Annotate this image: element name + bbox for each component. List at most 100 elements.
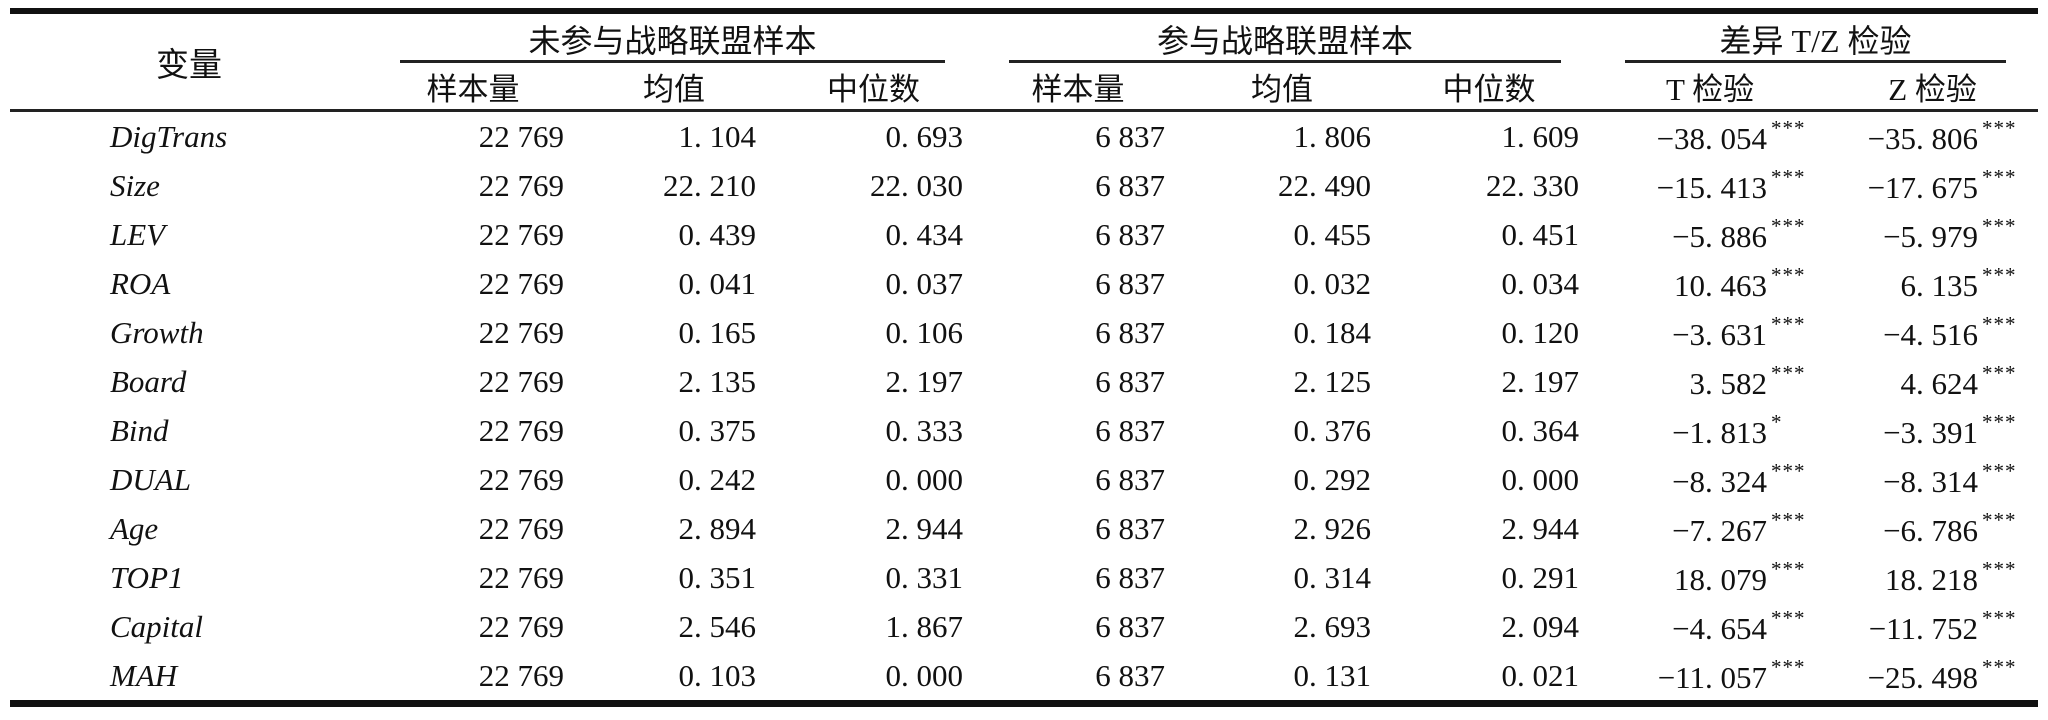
table-row: Growth 22 769 0. 165 0. 106 6 837 0. 184 0. 12… [10,308,2038,357]
significance-stars: *** [1771,655,1806,679]
significance-stars: *** [1982,361,2017,385]
value-cell: 0. 455 [1293,216,1372,252]
value-cell: 22 769 [478,608,564,644]
t-test-value: −38. 054 [1656,121,1768,156]
z-test-cell: −35. 806 *** [1827,111,2038,162]
t-test-value: −4. 654 [1672,611,1768,646]
table-row: Age 22 769 2. 894 2. 944 6 837 2. 926 2. 944 −7… [10,504,2038,553]
table-row: TOP1 22 769 0. 351 0. 331 6 837 0. 314 0. 291 1… [10,553,2038,602]
t-test-cell: 18. 079 *** [1593,553,1827,602]
value-cell: 0. 000 [885,657,964,693]
value-cell: 1. 609 [1501,118,1580,154]
t-test-cell: −5. 886 *** [1593,210,1827,259]
variable-cell: Board [110,363,187,399]
z-test-value: −11. 752 [1868,611,1979,646]
group-underline [1009,60,1562,63]
z-test-value: −5. 979 [1883,219,1979,254]
t-test-value: −7. 267 [1672,513,1768,548]
value-cell: 0. 106 [885,314,964,350]
value-cell: 6 837 [1095,167,1166,203]
group-header-alliance-label: 参与战略联盟样本 [1157,22,1414,59]
z-test-cell: −8. 314 *** [1827,455,2038,504]
value-cell: 1. 867 [885,608,964,644]
value-cell: 0. 439 [678,216,757,252]
significance-stars: *** [1982,214,2017,238]
value-cell: 0. 351 [678,559,757,595]
value-cell: 0. 032 [1293,265,1372,301]
z-test-value: 4. 624 [1900,366,1979,401]
value-cell: 2. 944 [885,510,964,546]
significance-stars: *** [1982,312,2017,336]
table-row: ROA 22 769 0. 041 0. 037 6 837 0. 032 0. 034 10… [10,259,2038,308]
value-cell: 0. 103 [678,657,757,693]
value-cell: 22 769 [478,559,564,595]
significance-stars: *** [1771,263,1806,287]
value-cell: 0. 184 [1293,314,1372,350]
t-test-value: −8. 324 [1672,464,1768,499]
significance-stars: *** [1771,361,1806,385]
significance-stars: *** [1771,214,1806,238]
value-cell: 0. 021 [1501,657,1580,693]
table-row: LEV 22 769 0. 439 0. 434 6 837 0. 455 0. 451 −5… [10,210,2038,259]
value-cell: 0. 451 [1501,216,1580,252]
z-test-cell: −5. 979 *** [1827,210,2038,259]
t-test-cell: −8. 324 *** [1593,455,1827,504]
value-cell: 0. 131 [1293,657,1372,693]
subheader-sample-size-2: 样本量 [1031,71,1125,107]
group-header-non-alliance: 未参与战略联盟样本 [368,11,977,63]
value-cell: 0. 693 [885,118,964,154]
t-test-cell: −7. 267 *** [1593,504,1827,553]
value-cell: 22. 030 [870,167,964,203]
value-cell: 6 837 [1095,118,1166,154]
value-cell: 22 769 [478,118,564,154]
value-cell: 0. 314 [1293,559,1372,595]
group-header-alliance: 参与战略联盟样本 [977,11,1593,63]
t-test-value: −1. 813 [1672,415,1768,450]
subheader-z-test: Z 检验 [1888,71,1977,107]
value-cell: 0. 000 [1501,461,1580,497]
group-header-difference-test-label: 差异 T/Z 检验 [1719,22,1912,59]
t-test-cell: −11. 057 *** [1593,651,1827,704]
z-test-value: −4. 516 [1883,317,1979,352]
group-header-row: 变量 未参与战略联盟样本 参与战略联盟样本 差异 T/Z 检验 [10,11,2038,84]
value-cell: 6 837 [1095,216,1166,252]
significance-stars: *** [1771,116,1806,140]
significance-stars: *** [1771,312,1806,336]
value-cell: 22. 490 [1278,167,1372,203]
variable-cell: ROA [110,265,171,301]
value-cell: 0. 037 [885,265,964,301]
table-row: DigTrans 22 769 1. 104 0. 693 6 837 1. 806 1. … [10,111,2038,162]
value-cell: 6 837 [1095,559,1166,595]
group-header-difference-test: 差异 T/Z 检验 [1593,11,2038,63]
value-cell: 6 837 [1095,363,1166,399]
stats-table: 变量 未参与战略联盟样本 参与战略联盟样本 差异 T/Z 检验 样本量 均值 中… [10,8,2039,707]
variable-cell: Bind [110,412,169,448]
value-cell: 2. 546 [678,608,757,644]
t-test-value: 18. 079 [1674,562,1768,597]
z-test-value: −6. 786 [1883,513,1979,548]
value-cell: 1. 806 [1293,118,1372,154]
z-test-cell: −4. 516 *** [1827,308,2038,357]
significance-stars: *** [1982,410,2017,434]
variable-cell: Age [110,510,159,546]
t-test-value: −11. 057 [1657,660,1768,695]
value-cell: 0. 242 [678,461,757,497]
variable-cell: Growth [110,314,204,350]
table-row: Size 22 769 22. 210 22. 030 6 837 22. 490 22. … [10,161,2038,210]
z-test-cell: 18. 218 *** [1827,553,2038,602]
value-cell: 2. 944 [1501,510,1580,546]
significance-stars: *** [1982,508,2017,532]
significance-stars: *** [1771,459,1806,483]
value-cell: 22 769 [478,657,564,693]
value-cell: 22 769 [478,167,564,203]
paper-table-container: 变量 未参与战略联盟样本 参与战略联盟样本 差异 T/Z 检验 样本量 均值 中… [10,8,2039,707]
t-test-value: 10. 463 [1674,268,1768,303]
t-test-cell: −38. 054 *** [1593,111,1827,162]
subheader-mean-1: 均值 [643,71,705,107]
value-cell: 2. 094 [1501,608,1580,644]
variable-cell: TOP1 [110,559,184,595]
value-cell: 1. 104 [678,118,757,154]
t-test-value: −15. 413 [1656,170,1768,205]
significance-stars: *** [1982,116,2017,140]
significance-stars: *** [1982,655,2017,679]
